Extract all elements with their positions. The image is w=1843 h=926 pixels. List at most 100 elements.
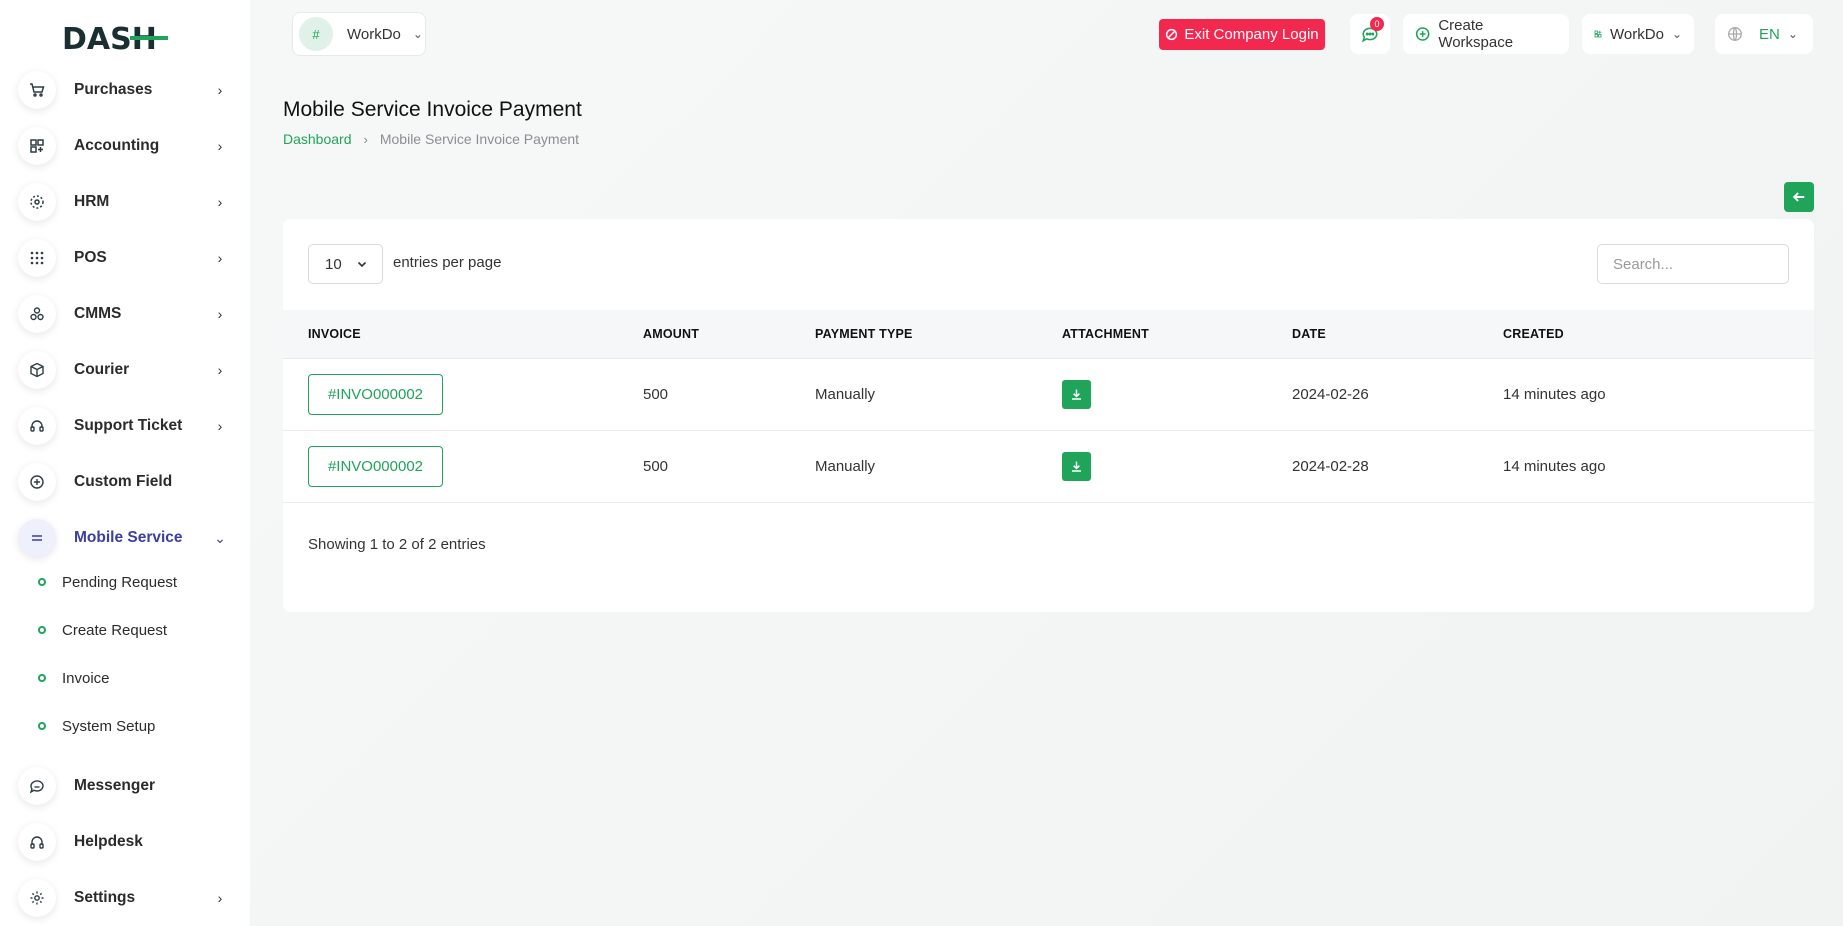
sub-item-system-setup[interactable]: System Setup	[38, 714, 155, 738]
apps-icon	[1594, 30, 1602, 38]
column-header-amount[interactable]: AMOUNT	[643, 310, 815, 359]
chevron-right-icon: ›	[217, 306, 223, 322]
breadcrumb: Dashboard › Mobile Service Invoice Payme…	[283, 131, 579, 147]
amount-cell: 500	[643, 430, 815, 503]
create-workspace-button[interactable]: Create Workspace	[1403, 14, 1569, 54]
headset-icon	[18, 407, 56, 445]
column-header-created[interactable]: CREATED	[1503, 310, 1814, 359]
workspace-switcher-label: WorkDo	[1610, 25, 1664, 43]
column-header-invoice[interactable]: INVOICE	[283, 310, 643, 359]
sidebar-item-purchases[interactable]: Purchases ›	[18, 68, 228, 112]
invoice-link-button[interactable]: #INVO000002	[308, 445, 443, 487]
payments-card: 10 entries per page INVOICE AMOUNT PAYME…	[283, 219, 1814, 612]
chevron-down-icon: ⌄	[1787, 27, 1798, 41]
users-icon	[18, 183, 56, 221]
cart-icon	[18, 71, 56, 109]
bullet-icon	[38, 722, 46, 730]
language-selector[interactable]: EN ⌄	[1715, 14, 1813, 54]
breadcrumb-current: Mobile Service Invoice Payment	[379, 131, 580, 147]
sidebar-item-helpdesk[interactable]: Helpdesk	[18, 820, 228, 864]
sidebar-item-support-ticket[interactable]: Support Ticket ›	[18, 404, 228, 448]
sidebar-item-label: Support Ticket	[74, 417, 183, 434]
sidebar-item-label: CMMS	[74, 305, 122, 322]
invoice-link-button[interactable]: #INVO000002	[308, 373, 443, 415]
back-button[interactable]	[1784, 182, 1814, 212]
sidebar-item-label: Courier	[74, 361, 130, 378]
chevron-right-icon: ›	[217, 418, 223, 434]
chevron-right-icon: ›	[217, 194, 223, 210]
sidebar-item-label: Settings	[74, 889, 136, 906]
headphones-icon	[18, 823, 56, 861]
sidebar-item-label: HRM	[74, 193, 110, 210]
sidebar-item-settings[interactable]: Settings ›	[18, 876, 228, 920]
sidebar-item-label: Accounting	[74, 137, 160, 154]
attachment-cell	[1062, 358, 1292, 431]
table-row: #INVO000002 500 Manually 2024-02-28 14 m…	[283, 430, 1814, 503]
sidebar-item-label: Purchases	[74, 81, 153, 98]
breadcrumb-dashboard-link[interactable]: Dashboard	[283, 131, 352, 147]
sub-item-invoice[interactable]: Invoice	[38, 666, 110, 690]
sidebar-item-cmms[interactable]: CMMS ›	[18, 292, 228, 336]
message-icon	[18, 767, 56, 805]
chevron-right-icon: ›	[217, 82, 223, 98]
date-cell: 2024-02-26	[1292, 358, 1503, 431]
sidebar-item-accounting[interactable]: Accounting ›	[18, 124, 228, 168]
brand-logo[interactable]: DASH	[62, 22, 170, 54]
download-icon	[1072, 389, 1081, 400]
entries-per-page-select[interactable]: 10	[308, 244, 383, 284]
sidebar-item-custom-field[interactable]: Custom Field	[18, 460, 228, 504]
sidebar-item-pos[interactable]: POS ›	[18, 236, 228, 280]
sidebar: DASH Purchases › Accounting › HRM ›	[0, 0, 250, 926]
column-header-payment-type[interactable]: PAYMENT TYPE	[815, 310, 1062, 359]
sidebar-item-label: Helpdesk	[74, 833, 143, 850]
invoice-cell: #INVO000002	[283, 430, 643, 503]
sub-item-pending-request[interactable]: Pending Request	[38, 570, 177, 594]
chevron-right-icon: ›	[217, 362, 223, 378]
date-cell: 2024-02-28	[1292, 430, 1503, 503]
exit-company-login-button[interactable]: Exit Company Login	[1159, 19, 1325, 50]
entries-per-page-value: 10	[325, 255, 342, 273]
attachment-cell	[1062, 430, 1292, 503]
chevron-down-icon: ⌄	[412, 27, 423, 41]
sidebar-item-label: Messenger	[74, 777, 155, 794]
menu-icon	[18, 519, 56, 557]
sub-item-label: Invoice	[62, 669, 110, 687]
language-label: EN	[1759, 25, 1780, 43]
sidebar-item-mobile-service[interactable]: Mobile Service ⌄	[18, 516, 228, 560]
chevron-right-icon: ›	[217, 138, 223, 154]
sidebar-item-label: Mobile Service	[74, 529, 183, 546]
bullet-icon	[38, 578, 46, 586]
globe-icon	[1728, 27, 1742, 41]
dots-grid-icon	[18, 239, 56, 277]
page-title: Mobile Service Invoice Payment	[283, 98, 582, 121]
ban-icon	[1166, 28, 1178, 41]
chevron-right-icon: ›	[363, 131, 368, 147]
sub-item-create-request[interactable]: Create Request	[38, 618, 167, 642]
column-header-date[interactable]: DATE	[1292, 310, 1503, 359]
download-attachment-button[interactable]	[1062, 379, 1091, 409]
sidebar-item-messenger[interactable]: Messenger	[18, 764, 228, 808]
sub-item-label: Pending Request	[62, 573, 178, 591]
workspace-selector[interactable]: # WorkDo ⌄	[292, 12, 426, 56]
chevron-right-icon: ›	[217, 890, 223, 906]
download-attachment-button[interactable]	[1062, 451, 1091, 481]
payments-table: INVOICE AMOUNT PAYMENT TYPE ATTACHMENT D…	[283, 310, 1814, 503]
sidebar-item-courier[interactable]: Courier ›	[18, 348, 228, 392]
workspace-switcher-button[interactable]: WorkDo ⌄	[1582, 14, 1694, 54]
workspace-name: WorkDo	[347, 25, 401, 43]
components-icon	[18, 295, 56, 333]
sub-item-label: System Setup	[62, 717, 156, 735]
bullet-icon	[38, 674, 46, 682]
created-cell: 14 minutes ago	[1503, 430, 1814, 503]
create-workspace-label: Create Workspace	[1438, 17, 1514, 51]
column-header-attachment[interactable]: ATTACHMENT	[1062, 310, 1292, 359]
table-row: #INVO000002 500 Manually 2024-02-26 14 m…	[283, 358, 1814, 431]
sidebar-item-hrm[interactable]: HRM ›	[18, 180, 228, 224]
search-input[interactable]	[1597, 244, 1789, 284]
exit-company-login-label: Exit Company Login	[1184, 26, 1319, 43]
gear-icon	[18, 879, 56, 917]
messages-button[interactable]: 0	[1350, 14, 1390, 54]
notification-badge: 0	[1370, 17, 1384, 31]
payment-type-cell: Manually	[815, 358, 1062, 431]
chevron-down-icon: ⌄	[1671, 27, 1682, 41]
